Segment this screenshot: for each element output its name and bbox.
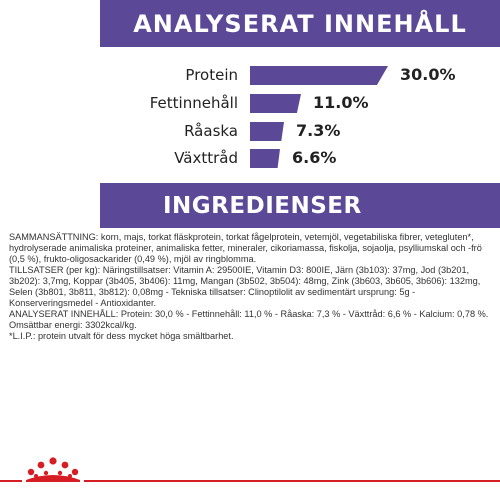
analysis-title: ANALYSERAT INNEHÅLL (133, 9, 467, 38)
analysis-value: 30.0% (400, 65, 456, 84)
analysis-value: 7.3% (296, 121, 341, 140)
additives-text: TILLSATSER (per kg): Näringstillsatser: … (9, 265, 481, 308)
analysis-label: Råaska (184, 122, 238, 140)
analysis-bar (250, 66, 388, 85)
ingredients-header: INGREDIENSER (100, 183, 500, 228)
analysis-row-fiber: Växttråd 6.6% (0, 147, 500, 169)
analysis-header: ANALYSERAT INNEHÅLL (100, 0, 500, 47)
composition-text: SAMMANSÄTTNING: korn, majs, torkat fläsk… (9, 232, 482, 264)
analysis-label: Fettinnehåll (149, 94, 238, 112)
analysis-bar (250, 94, 301, 113)
ingredients-text: SAMMANSÄTTNING: korn, majs, torkat fläsk… (9, 232, 494, 342)
analysis-bar (250, 122, 284, 141)
lip-note: *L.I.P.: protein utvalt för dess mycket … (9, 331, 234, 341)
analysis-row-fat: Fettinnehåll 11.0% (0, 92, 500, 114)
analysis-text: ANALYSERAT INNEHÅLL: Protein: 30,0 % - F… (9, 309, 489, 330)
analysis-value: 6.6% (292, 148, 337, 167)
footer-red-line (0, 480, 500, 482)
footer-divider (0, 480, 500, 482)
ingredients-title: INGREDIENSER (163, 192, 362, 219)
royal-canin-crown-icon (22, 452, 84, 482)
analysis-bar (250, 149, 280, 168)
analysis-value: 11.0% (313, 93, 369, 112)
analysis-row-ash: Råaska 7.3% (0, 120, 500, 142)
analysis-label: Protein (185, 66, 238, 84)
analysis-label: Växttråd (174, 149, 238, 167)
analysis-row-protein: Protein 30.0% (0, 64, 500, 86)
